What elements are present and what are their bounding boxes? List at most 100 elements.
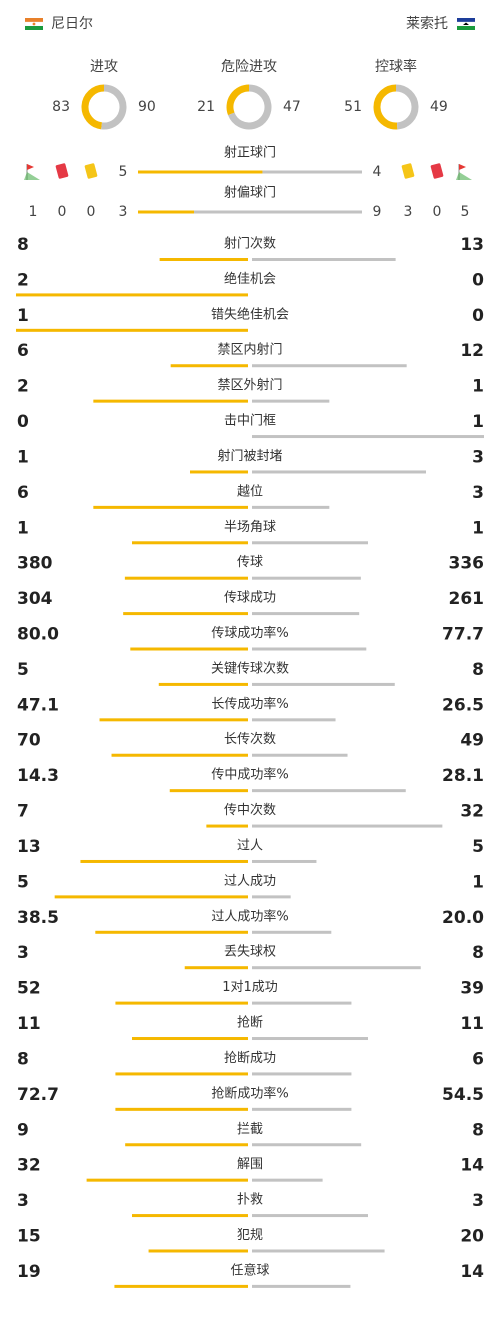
stat-away-bar [252, 859, 317, 863]
stat-home-bar [115, 1072, 248, 1076]
stat-home: 80.0 [17, 625, 59, 645]
stat-label: 传中次数 [224, 802, 276, 818]
stat-away-bar [252, 718, 336, 722]
home-yellow: 0 [87, 204, 96, 220]
stat-home-bar [16, 328, 248, 332]
stat-home-bar [80, 859, 248, 863]
stat-away: 20.0 [442, 908, 484, 928]
stat-home-bar [16, 293, 248, 297]
stat-home-bar [93, 399, 248, 403]
stat-home-bar [93, 505, 248, 509]
stat-home-bar [206, 824, 248, 828]
stat-home-bar [130, 647, 248, 651]
stat-away-bar [252, 1214, 368, 1218]
stat-label: 任意球 [230, 1262, 269, 1278]
stat-home: 70 [17, 731, 41, 751]
stat-away: 0 [472, 270, 484, 290]
stat-home-bar [114, 1284, 248, 1288]
stat-home: 3 [17, 943, 29, 963]
home-flag [24, 18, 44, 30]
stat-label: 传中成功率% [211, 767, 288, 783]
away-yellow-card-icon [401, 163, 415, 179]
stat-away: 3 [472, 447, 484, 467]
stat-home: 7 [17, 802, 29, 822]
stat-home-bar [99, 718, 248, 722]
stat-away-bar [252, 1072, 352, 1076]
home-team: 尼日尔 [51, 16, 93, 32]
stat-label: 解围 [237, 1157, 263, 1172]
stat-label: 传球 [237, 555, 263, 570]
donut-label: 进攻 [90, 59, 118, 75]
stat-home: 13 [17, 837, 41, 857]
stat-home-bar [158, 682, 248, 686]
donut-away-arc [228, 84, 272, 130]
stat-away-bar [252, 930, 332, 934]
stat-away-bar [252, 1143, 362, 1147]
stat-away-bar [252, 470, 426, 474]
home-corners: 1 [29, 204, 38, 220]
stat-label: 1对1成功 [222, 980, 278, 995]
stat-label: 扑救 [237, 1192, 263, 1208]
stat-home-bar [184, 966, 248, 970]
shots-home-bar [138, 210, 194, 214]
stat-away-bar [252, 435, 484, 439]
shots-away: 9 [373, 204, 382, 220]
stat-away: 261 [449, 589, 485, 609]
stat-home-bar [170, 364, 248, 368]
stat-label: 过人 [237, 838, 263, 853]
stat-home: 304 [17, 589, 53, 609]
stat-away: 3 [472, 1191, 484, 1211]
stat-away: 39 [460, 979, 484, 999]
stat-away: 336 [449, 554, 485, 574]
shots-away-bar [194, 210, 362, 214]
stat-label: 抢断成功 [224, 1050, 276, 1066]
stat-label: 射门被封堵 [217, 448, 282, 464]
donut-home: 51 [344, 99, 362, 115]
stat-home: 8 [17, 1049, 29, 1069]
stat-home-bar [148, 1249, 248, 1253]
stat-home: 47.1 [17, 695, 59, 715]
stat-away: 1 [472, 377, 484, 397]
donut-home: 83 [52, 99, 70, 115]
stat-home: 1 [17, 447, 29, 467]
stat-home: 72.7 [17, 1085, 59, 1105]
stat-label: 越位 [237, 484, 263, 499]
stat-home: 380 [17, 554, 53, 574]
stat-label: 过人成功 [224, 874, 276, 889]
donut-home-arc [373, 84, 398, 130]
stat-away-bar [252, 541, 368, 545]
stat-label: 半场角球 [224, 520, 276, 535]
stat-away-bar [252, 1178, 323, 1182]
stat-home-bar [125, 1143, 248, 1147]
stat-away-bar [252, 612, 360, 616]
stat-home: 6 [17, 341, 29, 361]
stat-away-bar [252, 258, 396, 261]
stat-away: 1 [472, 872, 484, 892]
stat-away-bar [252, 399, 330, 403]
stat-away: 3 [472, 483, 484, 503]
stat-home: 11 [17, 1014, 41, 1034]
stat-home-bar [169, 789, 248, 793]
shots-label: 射偏球门 [224, 185, 276, 201]
home-red-card-icon [55, 163, 69, 179]
stat-home-bar [123, 612, 248, 616]
stat-home: 0 [17, 412, 29, 432]
donut-away: 90 [138, 99, 156, 115]
away-red: 0 [433, 204, 442, 220]
stat-label: 传球成功 [224, 591, 276, 606]
stat-home: 6 [17, 483, 29, 503]
stat-away: 26.5 [442, 695, 484, 715]
stat-home-bar [132, 1037, 248, 1041]
shots-home: 3 [119, 204, 128, 220]
shots-home-bar [138, 170, 263, 174]
stat-away-bar [252, 1107, 352, 1111]
home-yellow-card-icon [84, 163, 98, 179]
away-red-card-icon [430, 163, 444, 179]
stat-home-bar [111, 753, 248, 757]
home-corner-icon [24, 164, 40, 180]
stat-away: 11 [460, 1014, 484, 1034]
stat-home: 1 [17, 518, 29, 538]
stat-home-bar [95, 930, 248, 934]
away-yellow: 3 [404, 204, 413, 220]
